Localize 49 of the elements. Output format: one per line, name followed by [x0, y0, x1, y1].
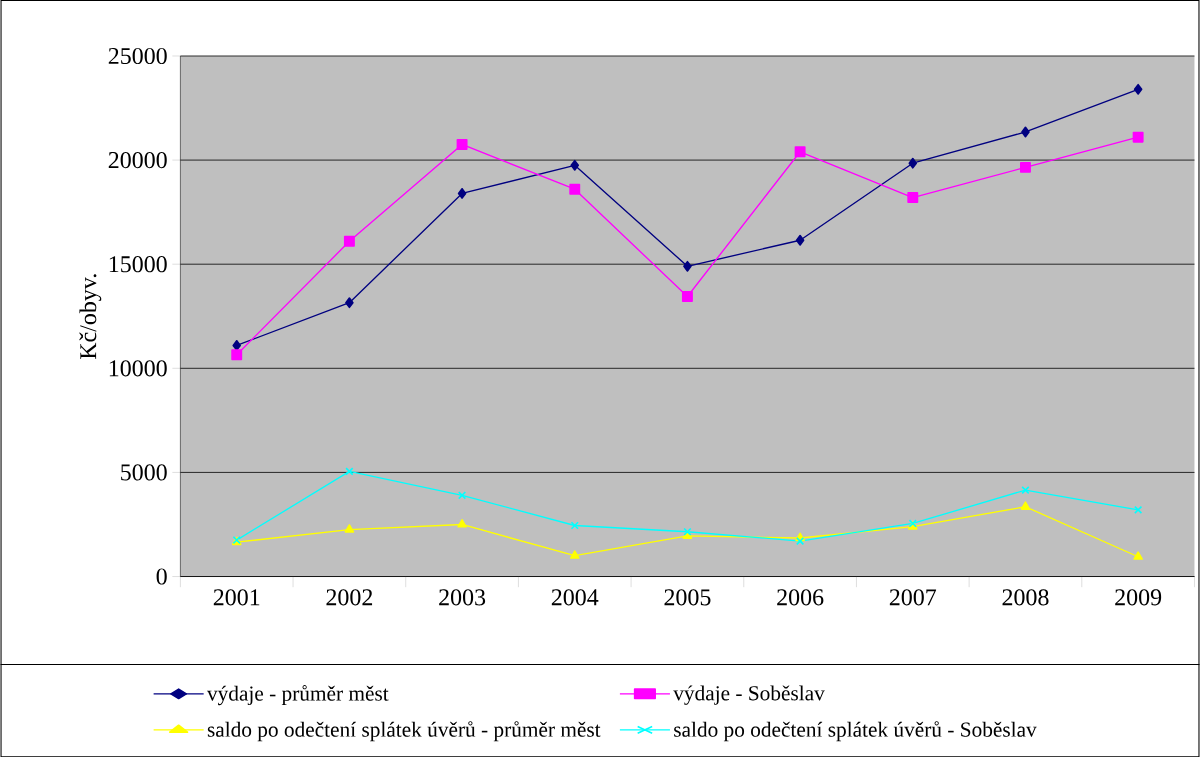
y-tick-label: 5000: [121, 464, 167, 481]
point: [794, 146, 806, 158]
point: [795, 234, 805, 246]
y-tick-label: 10000: [109, 360, 167, 377]
point: [570, 159, 580, 171]
point: [343, 235, 355, 247]
point: [683, 260, 692, 272]
x-tick-label: 2001: [213, 589, 260, 606]
point: [232, 339, 242, 351]
point: [457, 187, 467, 199]
point: [1019, 161, 1031, 173]
x-tick-label: 2003: [439, 589, 486, 606]
legend-label: saldo po odečtení splátek úvěrů - Soběslav: [674, 720, 1037, 741]
point: [1134, 505, 1143, 514]
y-axis-title: Kč/obyv.: [79, 274, 102, 359]
point: [569, 550, 580, 559]
legend-label: výdaje - Soběslav: [673, 685, 825, 705]
legend-label: výdaje - průměr měst: [206, 684, 389, 705]
point: [457, 518, 467, 528]
x-tick-label: 2007: [889, 589, 937, 606]
x-tick-label: 2005: [664, 589, 711, 606]
point: [1133, 551, 1143, 560]
point: [796, 536, 805, 546]
legend-label: saldo po odečtení splátek úvěrů - průměr měst: [207, 720, 601, 741]
x-tick-label: 2004: [551, 589, 599, 606]
point: [1021, 485, 1030, 495]
y-tick-label: 15000: [109, 255, 167, 273]
point: [907, 191, 919, 203]
point: [344, 524, 355, 533]
point: [1021, 126, 1030, 138]
point: [681, 290, 693, 302]
point: [570, 521, 579, 530]
y-tick-label: 0: [156, 568, 167, 585]
point: [1020, 501, 1031, 510]
point: [457, 491, 467, 500]
point: [345, 467, 354, 476]
point: [908, 157, 918, 169]
point: [1132, 131, 1144, 143]
x-tick-label: 2006: [777, 589, 824, 606]
y-tick-label: 20000: [108, 151, 167, 168]
point: [345, 297, 354, 308]
x-tick-label: 2009: [1115, 589, 1162, 606]
point: [1133, 83, 1143, 95]
point: [231, 349, 243, 361]
point: [456, 138, 468, 150]
y-tick-label: 25000: [108, 47, 167, 64]
x-tick-label: 2002: [326, 589, 373, 606]
x-tick-label: 2008: [1002, 589, 1049, 606]
point: [569, 183, 581, 195]
